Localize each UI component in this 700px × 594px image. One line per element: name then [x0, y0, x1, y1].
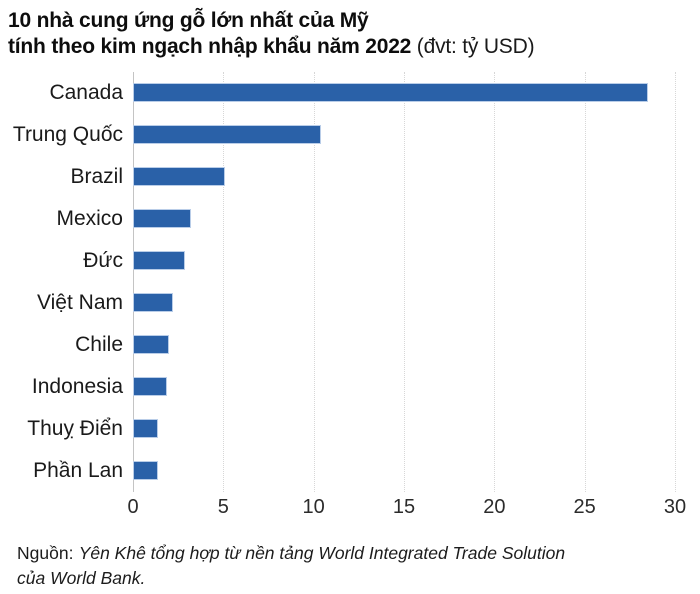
source-text-line1: Yên Khê tổng hợp từ nền tảng World Integ… [78, 543, 566, 563]
bar-canada [133, 83, 648, 102]
plot-area [133, 72, 676, 492]
chart-header: 10 nhà cung ứng gỗ lớn nhất của Mỹ tính … [0, 0, 700, 60]
category-label: Brazil [70, 165, 123, 188]
bar-thuỵ-điển [133, 419, 159, 438]
x-tick-label: 10 [302, 496, 325, 518]
category-label: Đức [83, 249, 123, 272]
bar-indonesia [133, 377, 168, 396]
category-label-column: Canada Trung Quốc Brazil Mexico Đức Việt Nam C… [0, 72, 133, 492]
x-axis: 0 5 10 15 20 25 30 [127, 495, 686, 521]
bar-mexico [133, 209, 191, 228]
gridline [223, 72, 225, 492]
x-tick-label: 15 [392, 496, 416, 518]
source-note: Nguồn: Yên Khê tổng hợp từ nền tảng World… [17, 541, 700, 591]
bar-trung-quốc [133, 125, 321, 144]
x-tick-label: 20 [483, 496, 506, 518]
chart-row [133, 240, 675, 282]
bar-brazil [133, 167, 226, 186]
category-label: Trung Quốc [12, 123, 123, 146]
bar-rows [133, 72, 675, 492]
chart-title-line1: 10 nhà cung ứng gỗ lớn nhất của Mỹ [8, 9, 369, 32]
chart-title-line2: tính theo kim ngạch nhập khẩu năm 2022 (… [8, 34, 700, 60]
gridline [584, 72, 586, 492]
y-axis-line [133, 72, 134, 492]
category-label: Việt Nam [37, 291, 123, 314]
source-text-line2: của World Bank. [17, 568, 146, 588]
chart-title-unit-note: (đvt: tỷ USD) [411, 35, 535, 58]
bar-chart: Canada Trung Quốc Brazil Mexico Đức Việt Nam C… [0, 72, 700, 492]
x-tick-label: 0 [127, 496, 139, 518]
bar-phần-lan [133, 461, 159, 480]
gridline [494, 72, 496, 492]
chart-row [133, 408, 675, 450]
category-label: Chile [75, 333, 123, 356]
gridline [675, 72, 676, 492]
bar-chile [133, 335, 170, 354]
chart-row [133, 198, 675, 240]
bar-việt-nam [133, 293, 173, 312]
category-label: Indonesia [31, 375, 123, 398]
chart-title-line2-bold: tính theo kim ngạch nhập khẩu năm 2022 [8, 35, 412, 58]
chart-row [133, 114, 675, 156]
x-tick-label: 25 [573, 496, 596, 518]
category-label: Thuỵ Điển [27, 417, 123, 440]
gridline [404, 72, 405, 492]
category-label: Mexico [56, 207, 123, 230]
chart-row [133, 156, 675, 198]
source-prefix: Nguồn: [17, 543, 74, 563]
gridline [313, 72, 315, 492]
chart-row [133, 282, 675, 324]
chart-row [133, 450, 675, 492]
chart-row [133, 324, 675, 366]
x-tick-label: 30 [663, 496, 687, 518]
chart-row [133, 366, 675, 408]
x-tick-label: 5 [217, 496, 229, 518]
chart-row [133, 72, 675, 114]
category-label: Phần Lan [33, 459, 123, 482]
bar-đức [133, 251, 186, 270]
category-label: Canada [49, 81, 123, 104]
source-line-1: Nguồn: Yên Khê tổng hợp từ nền tảng World… [17, 541, 700, 566]
